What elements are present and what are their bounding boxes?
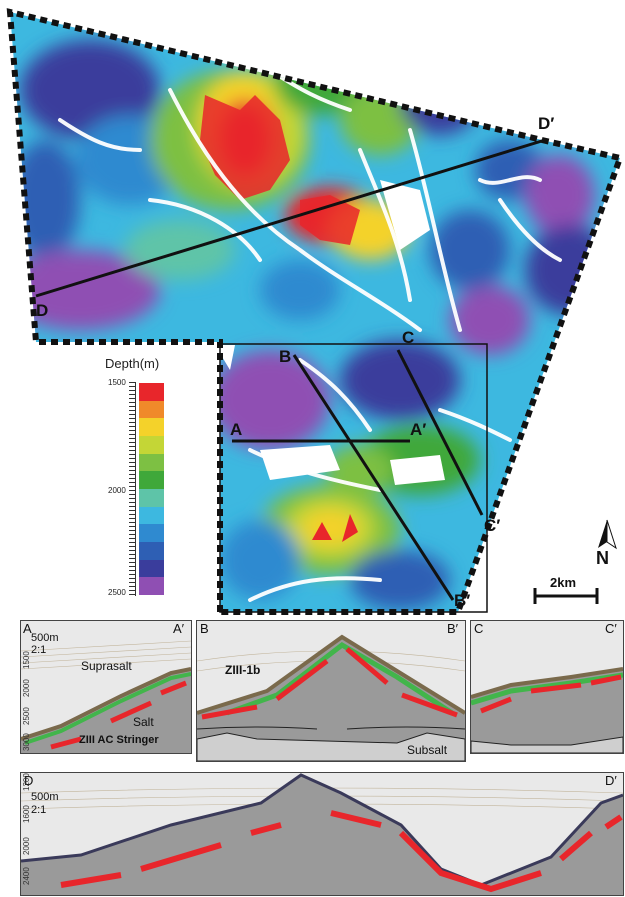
section-b-stringer: ZIII-1b [225,663,261,677]
section-b-label-left: B [200,621,209,636]
legend-colorbar [139,383,164,595]
label-a: A [230,420,243,439]
legend-swatch [139,541,164,560]
legend-swatch [139,506,164,525]
north-label: N [596,548,609,568]
section-a-stringer: ZIII AC Stringer [79,734,159,746]
section-a-scale: 500m [31,632,59,644]
section-a-label-left: A [23,621,32,636]
section-d-label-right: D′ [605,773,617,788]
section-a-ratio: 2:1 [31,644,47,656]
legend-swatch [139,435,164,454]
legend-tick-1500: 1500 [108,378,126,387]
section-panel-d: D D′ 500m 2:1 1200 1600 2000 2400 [20,772,624,896]
depth-map [6,8,624,615]
section-a-suprasalt: Suprasalt [81,659,132,673]
section-panel-a: A A′ 500m 2:1 Suprasalt Salt ZIII AC Str… [20,620,192,754]
section-a-salt: Salt [133,715,154,729]
section-a-label-right: A′ [173,621,185,636]
legend-swatch [139,383,164,401]
section-a-depth-2000: 2000 [22,679,31,697]
label-a-prime: A′ [410,420,427,439]
section-c-label-right: C′ [605,621,617,636]
section-d-depth-1600: 1600 [22,805,31,823]
survey-boundary [6,8,624,615]
legend-swatch [139,400,164,419]
section-panel-c: C C′ [470,620,624,754]
section-line-d [35,138,546,298]
inset-box [219,343,488,613]
legend-tick-2000: 2000 [108,486,126,495]
legend-swatch [139,453,164,472]
north-arrow-icon [598,519,617,550]
legend-swatch [139,418,164,436]
section-a-depth-2500: 2500 [22,707,31,725]
scale-label: 2km [550,575,577,590]
section-d-depth-1200: 1200 [22,773,31,791]
section-d-depth-2400: 2400 [22,867,31,885]
label-b: B [279,347,292,366]
depth-surface [10,12,620,612]
legend-swatch [139,488,164,507]
section-b-label-right: B′ [447,621,459,636]
section-d-ratio: 2:1 [31,804,47,816]
label-d: D [36,301,49,320]
legend-swatch [139,524,164,542]
legend-swatch [139,559,164,578]
label-c: C [402,328,415,347]
legend-swatch [139,471,164,489]
label-c-prime: C′ [484,516,501,535]
label-d-prime: D′ [538,114,555,133]
legend-ruler [129,382,136,596]
section-c-label-left: C [474,621,484,636]
section-d-scale: 500m [31,791,59,803]
section-line-c [396,349,484,516]
section-d-label-left: D [24,773,34,788]
section-a-depth-3000: 3000 [22,733,31,751]
section-panel-b: B B′ ZIII-1b Subsalt [196,620,466,762]
section-d-depth-2000: 2000 [22,837,31,855]
section-b-subsalt: Subsalt [407,743,448,757]
legend-title: Depth(m) [105,356,160,371]
label-b-prime: B′ [454,591,471,610]
section-line-b [292,354,455,601]
section-a-depth-1500: 1500 [22,651,31,669]
legend-tick-2500: 2500 [108,588,126,597]
legend-swatch [139,577,164,595]
